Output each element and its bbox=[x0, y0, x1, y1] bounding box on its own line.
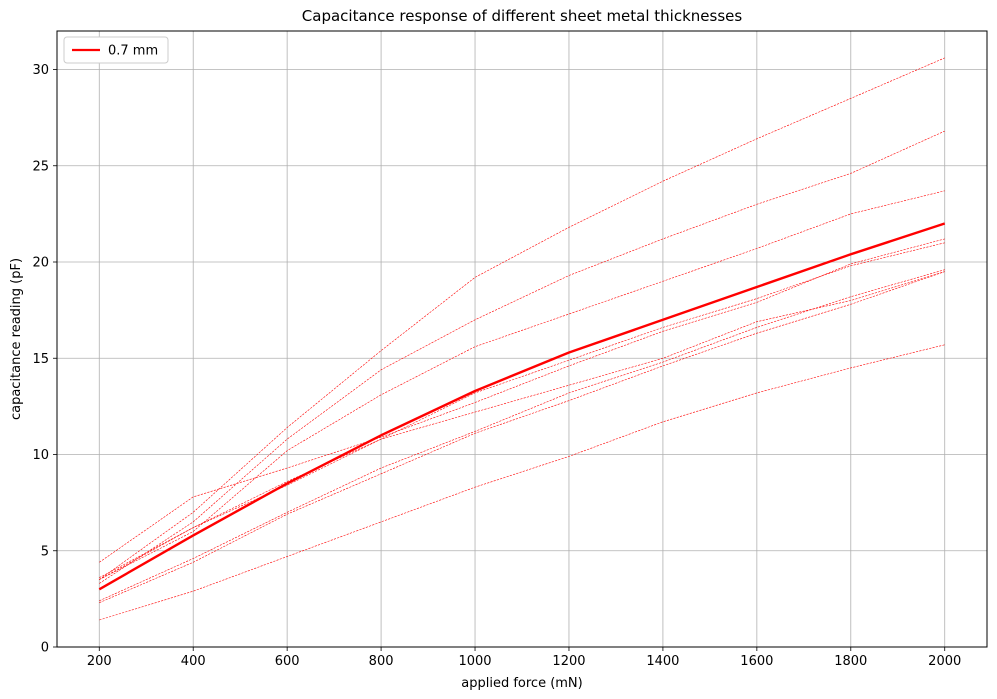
x-tick-label: 1800 bbox=[834, 654, 867, 669]
series-line-6 bbox=[99, 269, 945, 602]
y-tick-label: 10 bbox=[32, 448, 49, 463]
y-tick-label: 30 bbox=[32, 63, 49, 78]
series-lines bbox=[98, 57, 946, 621]
chart-title: Capacitance response of different sheet … bbox=[302, 7, 743, 25]
series-line-highlight bbox=[98, 222, 946, 591]
legend: 0.7 mm bbox=[63, 36, 169, 64]
grid bbox=[57, 31, 987, 648]
series-line-1 bbox=[99, 57, 945, 580]
x-tick-label: 600 bbox=[275, 654, 300, 669]
x-tick-label: 1400 bbox=[646, 654, 679, 669]
series-line-8 bbox=[99, 242, 945, 580]
x-tick-label: 200 bbox=[87, 654, 112, 669]
x-tick-label: 800 bbox=[369, 654, 394, 669]
y-tick-label: 15 bbox=[32, 352, 49, 367]
y-tick-label: 0 bbox=[41, 641, 49, 656]
y-axis-label: capacitance reading (pF) bbox=[9, 258, 24, 420]
y-tick-label: 25 bbox=[32, 159, 49, 174]
series-line-5 bbox=[99, 271, 945, 578]
plot-frame bbox=[56, 30, 988, 648]
x-axis-label: applied force (mN) bbox=[461, 676, 582, 691]
legend-box bbox=[63, 36, 169, 64]
x-tick-label: 1000 bbox=[458, 654, 491, 669]
series-line-2 bbox=[99, 130, 945, 584]
y-tick-label: 5 bbox=[41, 544, 49, 559]
x-tick-label: 2000 bbox=[928, 654, 961, 669]
x-tick-label: 1200 bbox=[552, 654, 585, 669]
series-line-3 bbox=[99, 190, 945, 580]
legend-entry-label: 0.7 mm bbox=[108, 44, 158, 59]
x-tick-label: 400 bbox=[181, 654, 206, 669]
series-line-9 bbox=[99, 344, 945, 621]
y-tick-label: 20 bbox=[32, 256, 49, 271]
series-line-4 bbox=[99, 238, 945, 563]
x-tick-label: 1600 bbox=[740, 654, 773, 669]
axis-ticks: 200 400 600 800 1000 1200 1400 1600 1800 2000 0 5 10… bbox=[32, 63, 961, 669]
series-line-7 bbox=[99, 271, 945, 603]
